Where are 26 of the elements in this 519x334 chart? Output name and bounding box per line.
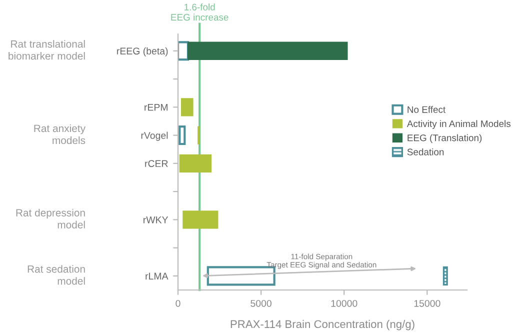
- bar: [179, 154, 212, 172]
- legend-label: No Effect: [408, 106, 446, 113]
- text: Rat translational biomarker model: [8, 40, 85, 60]
- y-tick-label: rCER: [145, 160, 168, 168]
- bar: [182, 210, 218, 229]
- y-tick-label: rLMA: [146, 272, 168, 280]
- y-tick-label: rWKY: [144, 216, 168, 224]
- x-tick-label: 15000: [414, 300, 440, 307]
- legend-label: Activity in Animal Models: [406, 120, 510, 129]
- y-tick-label: rVogel: [141, 132, 168, 141]
- text: Rat depression model: [16, 208, 85, 228]
- text: Rat sedation model: [28, 265, 85, 285]
- text: Rat anxiety models: [34, 124, 86, 144]
- x-tick-label: 10000: [331, 300, 358, 307]
- bar: [178, 126, 186, 146]
- legend-label: EEG (Translation): [408, 134, 482, 144]
- x-axis-title: PRAX-114 Brain Concentration (ng/g): [230, 320, 414, 330]
- y-tick-label: rEPM: [144, 104, 168, 111]
- bar: [188, 42, 348, 60]
- bar: [442, 266, 448, 286]
- x-tick-label: 5000: [250, 300, 272, 307]
- legend-label: Sedation: [407, 148, 444, 156]
- bar: [180, 98, 194, 116]
- x-tick-label: 0: [176, 300, 180, 307]
- y-tick-label: rEEG (beta): [117, 47, 168, 56]
- ref-line-label: 1.6-fold EEG increase: [171, 4, 228, 21]
